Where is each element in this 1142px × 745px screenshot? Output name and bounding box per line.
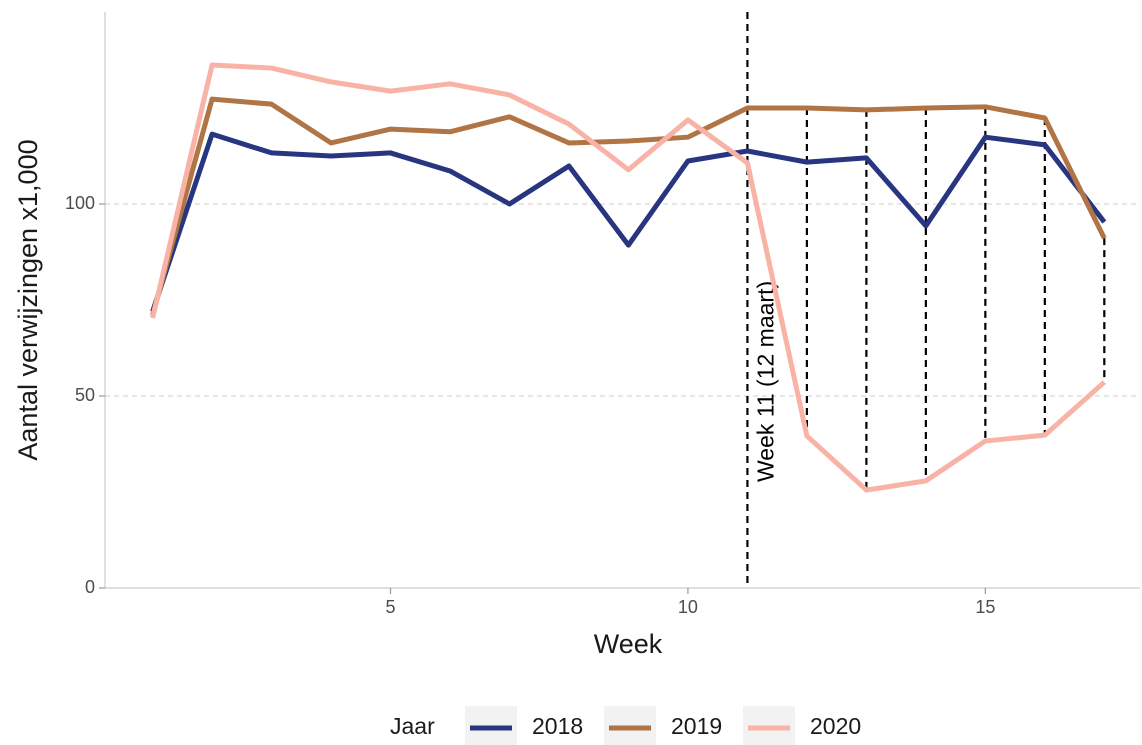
legend-label: 2018 xyxy=(532,713,583,739)
series-line xyxy=(150,62,1106,493)
legend-label: 2019 xyxy=(671,713,722,739)
series-line xyxy=(150,131,1107,313)
y-tick-label: 50 xyxy=(75,385,95,405)
x-tick-label: 15 xyxy=(975,597,995,617)
x-tick-label: 5 xyxy=(386,597,396,617)
legend-title: Jaar xyxy=(390,713,435,739)
annotation-label: Week 11 (12 maart) xyxy=(752,281,778,482)
x-tick-label: 10 xyxy=(678,597,698,617)
series-line xyxy=(150,96,1107,317)
legend-label: 2020 xyxy=(810,713,861,739)
y-axis-title: Aantal verwijzingen x1,000 xyxy=(13,139,43,460)
y-tick-label: 100 xyxy=(65,193,95,213)
x-axis-title: Week xyxy=(594,629,663,659)
y-tick-label: 0 xyxy=(85,577,95,597)
